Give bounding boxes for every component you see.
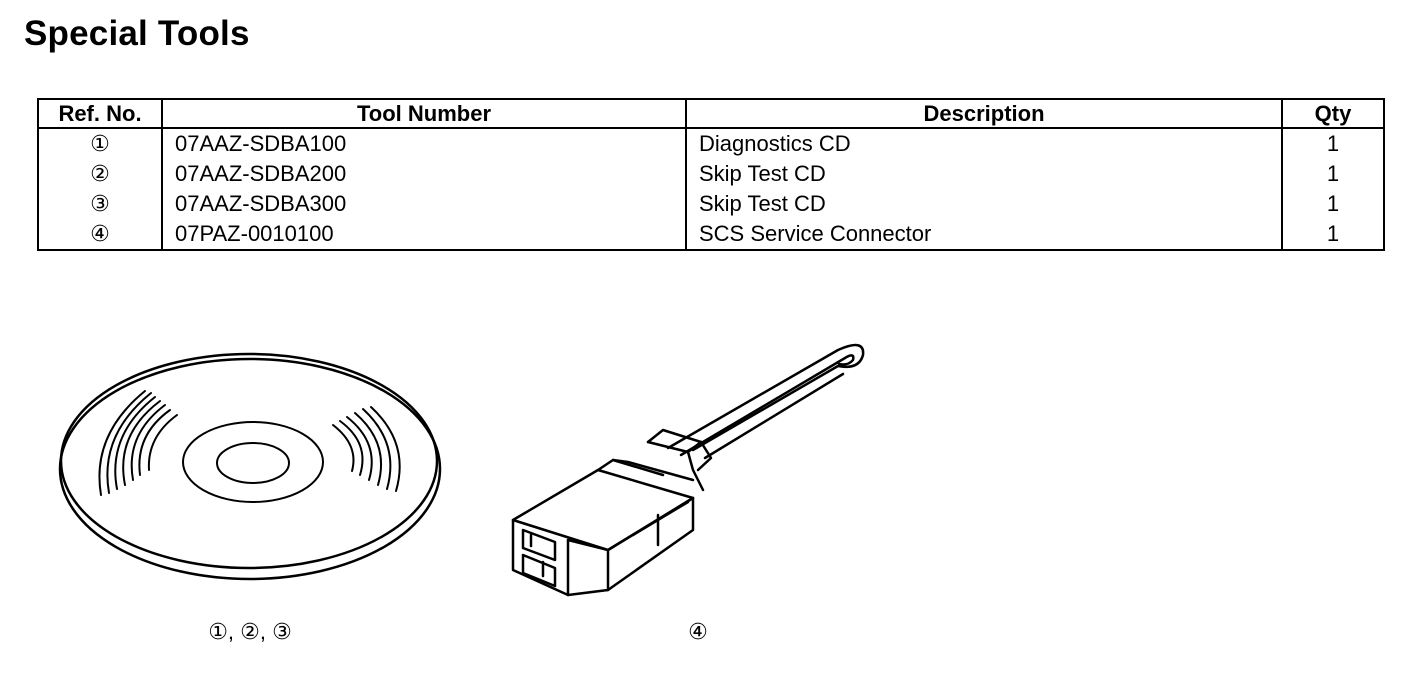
description-cell: SCS Service Connector (685, 219, 1283, 251)
service-connector-icon (511, 343, 865, 597)
table-header-row: Ref. No. Tool Number Description Qty (37, 98, 1385, 129)
page-title: Special Tools (24, 14, 250, 53)
connector-illustration (493, 330, 883, 615)
qty-cell: 1 (1281, 128, 1385, 159)
table-row: ② 07AAZ-SDBA200 Skip Test CD 1 (37, 159, 1385, 189)
header-tool-number: Tool Number (161, 98, 687, 129)
table-row: ④ 07PAZ-0010100 SCS Service Connector 1 (37, 219, 1385, 251)
ref-no-cell: ② (37, 159, 163, 189)
table-row: ① 07AAZ-SDBA100 Diagnostics CD 1 (37, 128, 1385, 159)
tool-number-cell: 07AAZ-SDBA300 (161, 189, 687, 219)
cd-illustration (55, 325, 455, 590)
description-cell: Skip Test CD (685, 159, 1283, 189)
header-description: Description (685, 98, 1283, 129)
qty-cell: 1 (1281, 159, 1385, 189)
ref-no-cell: ④ (37, 219, 163, 251)
cd-caption: ①, ②, ③ (208, 619, 292, 644)
description-cell: Diagnostics CD (685, 128, 1283, 159)
table-row: ③ 07AAZ-SDBA300 Skip Test CD 1 (37, 189, 1385, 219)
qty-cell: 1 (1281, 189, 1385, 219)
tool-number-cell: 07PAZ-0010100 (161, 219, 687, 251)
connector-caption: ④ (688, 619, 708, 644)
header-qty: Qty (1281, 98, 1385, 129)
qty-cell: 1 (1281, 219, 1385, 251)
ref-no-cell: ① (37, 128, 163, 159)
cd-disc-icon (58, 352, 442, 581)
tool-number-cell: 07AAZ-SDBA100 (161, 128, 687, 159)
tool-number-cell: 07AAZ-SDBA200 (161, 159, 687, 189)
header-ref-no: Ref. No. (37, 98, 163, 129)
description-cell: Skip Test CD (685, 189, 1283, 219)
ref-no-cell: ③ (37, 189, 163, 219)
special-tools-table: Ref. No. Tool Number Description Qty ① 0… (37, 98, 1385, 251)
